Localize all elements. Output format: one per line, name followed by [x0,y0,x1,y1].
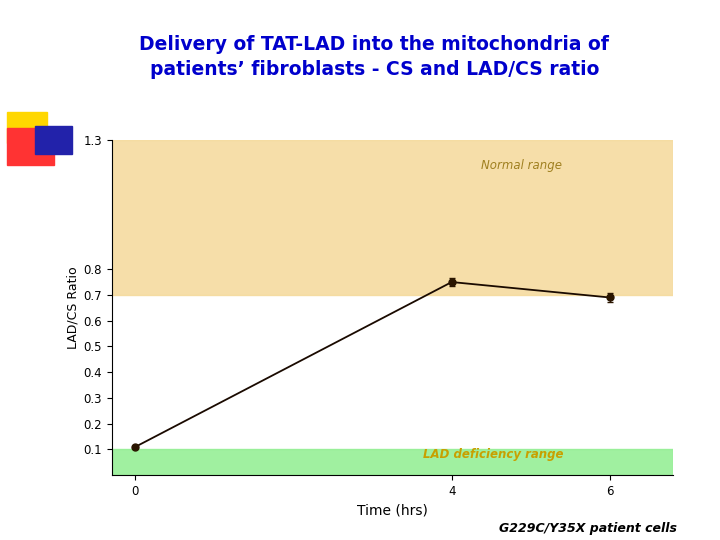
Y-axis label: LAD/CS Ratio: LAD/CS Ratio [66,266,79,349]
Text: Delivery of TAT-LAD into the mitochondria of
patients’ fibroblasts - CS and LAD/: Delivery of TAT-LAD into the mitochondri… [140,35,609,79]
Bar [112,140,673,295]
Text: G229C/Y35X patient cells: G229C/Y35X patient cells [499,522,677,535]
Bar [112,449,673,475]
Text: LAD deficiency range: LAD deficiency range [423,448,564,461]
X-axis label: Time (hrs): Time (hrs) [357,503,428,517]
Text: Normal range: Normal range [481,159,562,172]
